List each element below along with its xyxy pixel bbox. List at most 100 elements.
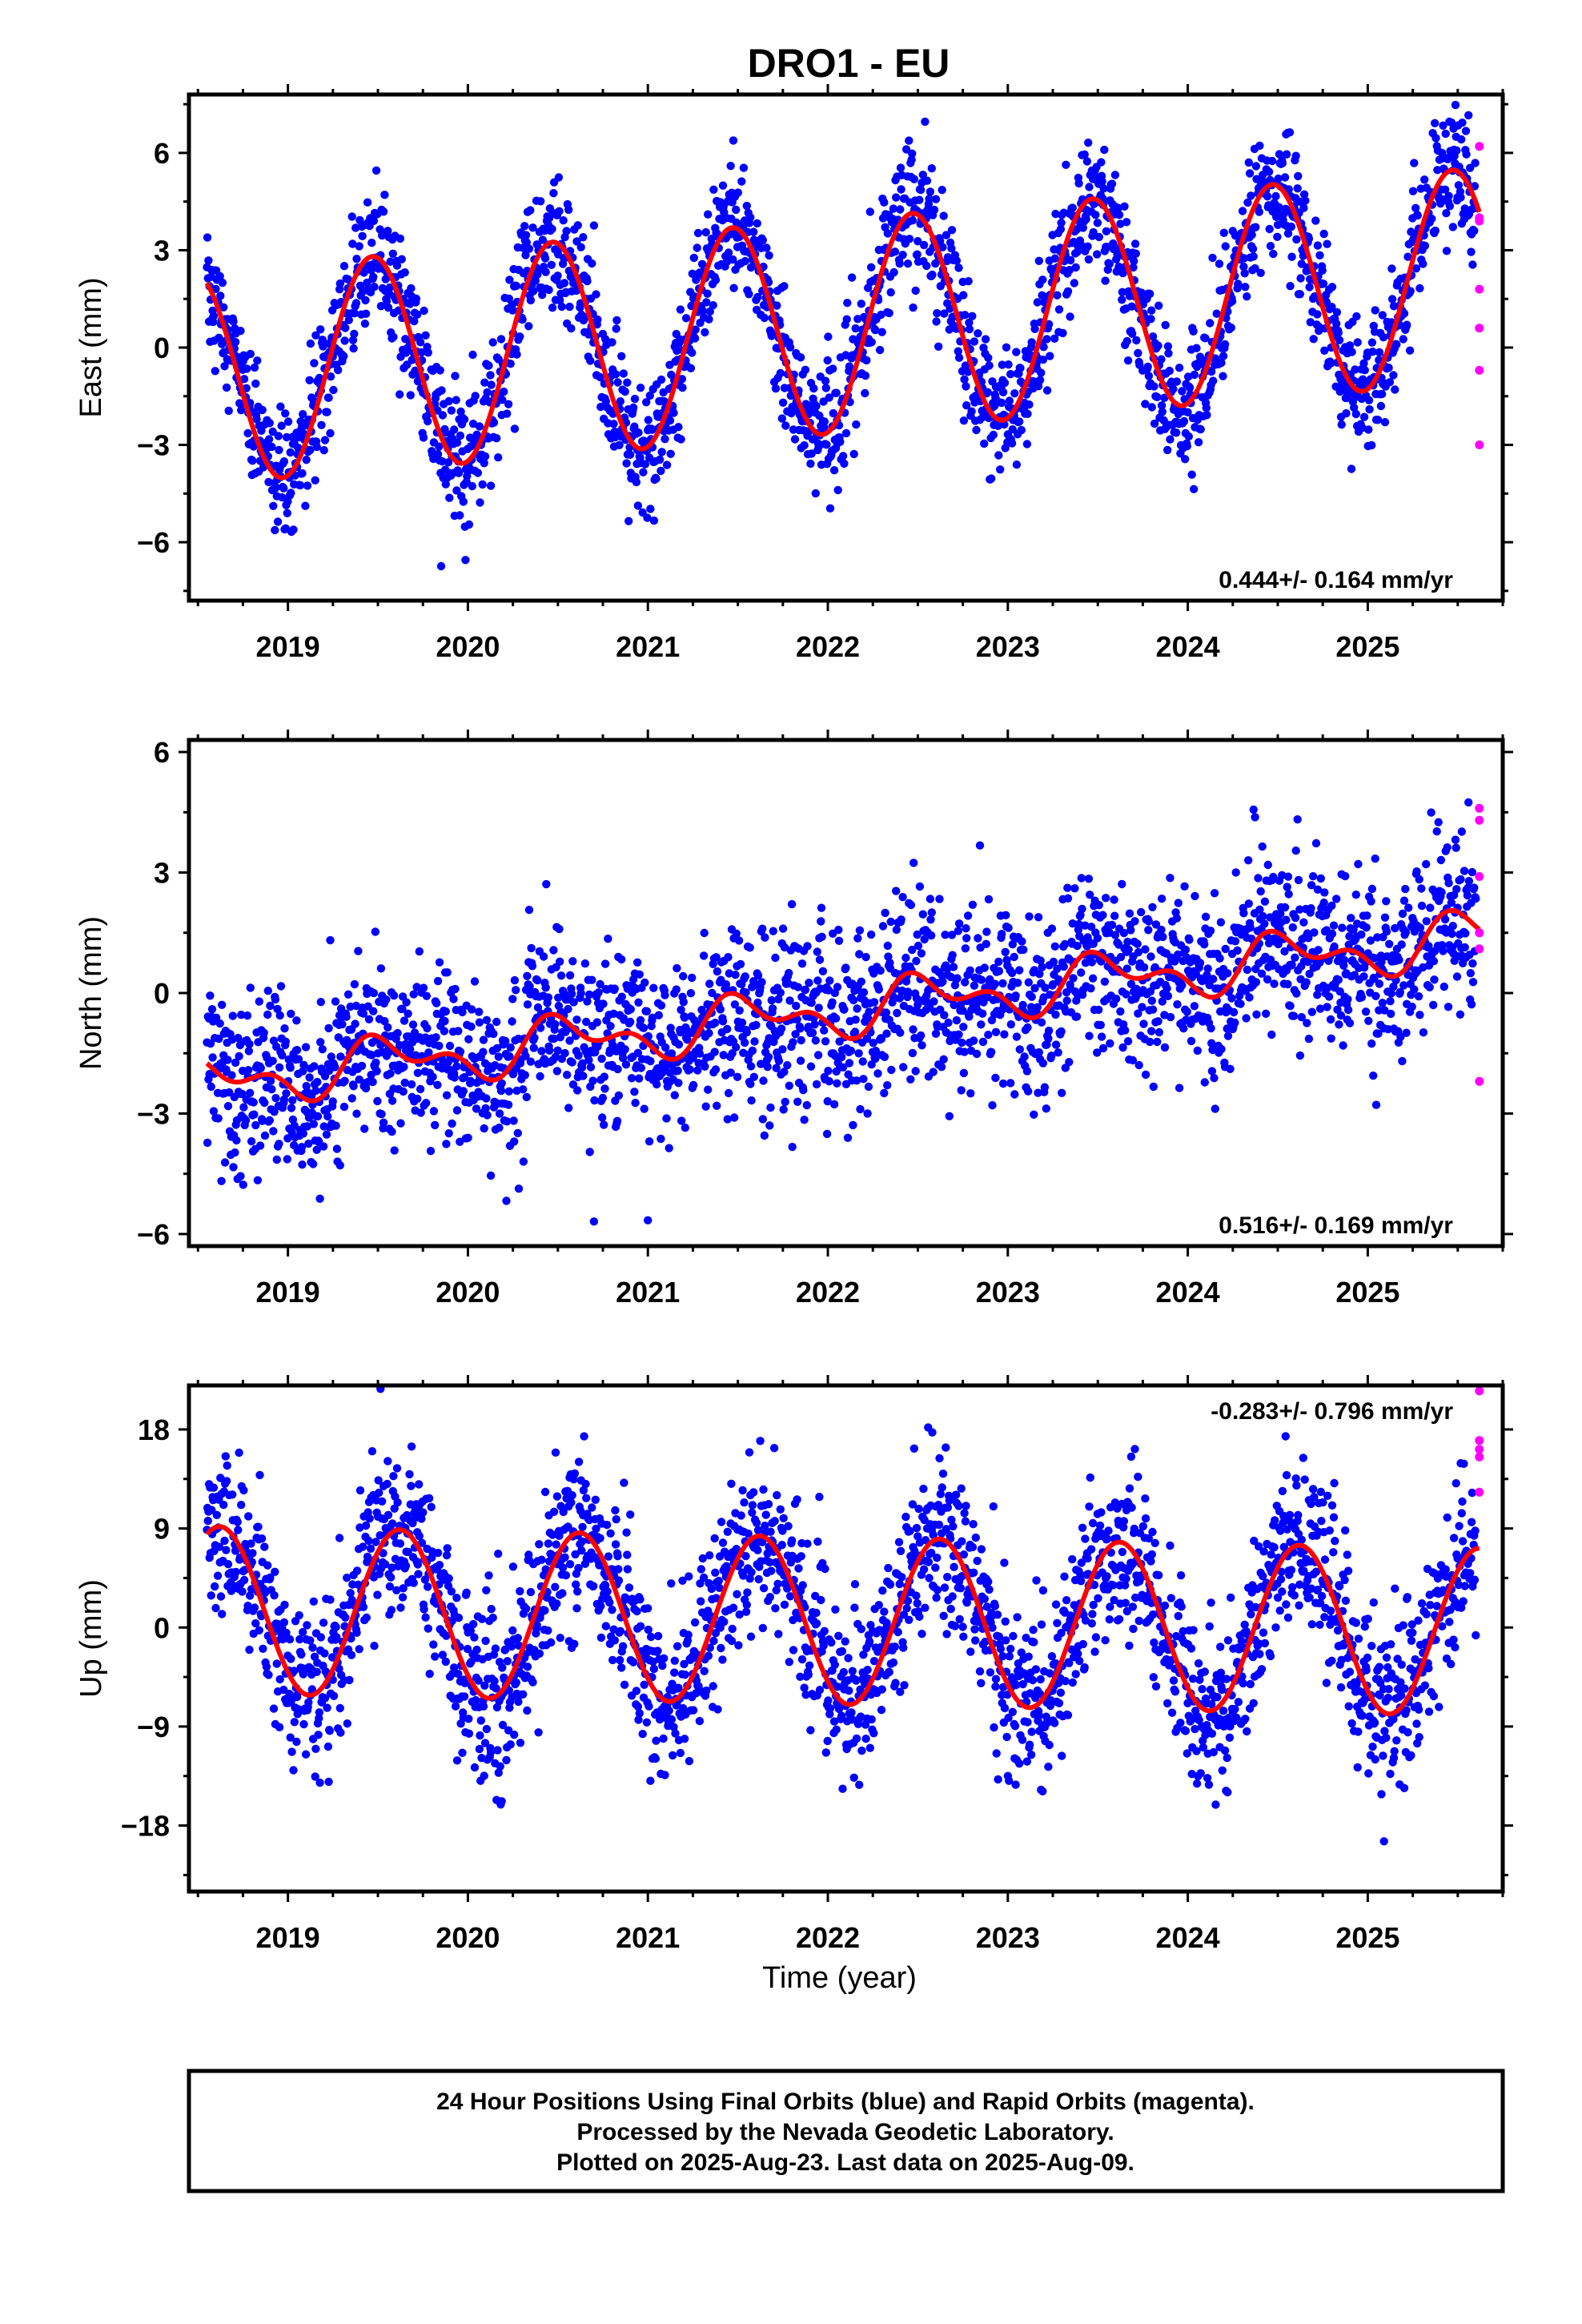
data-point [1462, 150, 1471, 159]
data-point [1295, 1051, 1305, 1060]
data-point [1001, 947, 1010, 957]
data-point [443, 968, 452, 977]
data-point [1044, 1034, 1053, 1043]
data-point [271, 483, 280, 492]
data-point [1427, 808, 1435, 817]
data-point [533, 1003, 543, 1012]
data-point [1033, 1003, 1042, 1012]
data-point [1404, 903, 1413, 912]
data-point [749, 1072, 758, 1082]
data-point [1243, 965, 1252, 975]
data-point [1012, 460, 1022, 469]
data-point [275, 1140, 283, 1148]
data-point [820, 417, 829, 426]
data-point [1294, 875, 1303, 885]
data-point [815, 955, 825, 964]
data-point [1139, 963, 1149, 972]
data-point [1375, 979, 1384, 988]
data-point [1303, 1019, 1311, 1027]
data-point [424, 1048, 433, 1057]
data-point [886, 287, 895, 297]
data-point [530, 1033, 539, 1043]
data-point [326, 935, 335, 945]
data-point [947, 226, 957, 235]
data-point [1382, 927, 1391, 936]
data-point [704, 210, 713, 219]
data-point [998, 979, 1007, 988]
data-point [1271, 212, 1281, 221]
data-point [934, 342, 943, 351]
data-point [1307, 1007, 1317, 1016]
data-point [968, 900, 978, 910]
data-point [339, 262, 349, 271]
data-point [877, 310, 885, 320]
data-point [1323, 239, 1331, 248]
data-point [349, 344, 358, 353]
data-point [938, 186, 946, 195]
data-point [416, 338, 425, 347]
data-point [695, 1049, 705, 1058]
data-point [736, 959, 745, 969]
rapid-point [1475, 216, 1484, 226]
data-point [1148, 332, 1158, 341]
data-point [1209, 975, 1218, 983]
data-point [229, 1163, 238, 1172]
data-point [1251, 263, 1259, 273]
data-point [863, 1109, 872, 1118]
plot-frame [187, 92, 1505, 603]
data-point [239, 1180, 247, 1189]
data-point [1401, 884, 1410, 894]
data-point [1439, 947, 1447, 955]
data-point [1271, 191, 1280, 201]
data-point [938, 977, 947, 987]
data-point [909, 858, 918, 867]
data-point [1291, 953, 1299, 963]
data-point [615, 440, 624, 449]
data-point [939, 211, 948, 220]
data-point [1291, 846, 1300, 855]
data-point [1238, 207, 1247, 215]
data-point [1374, 1029, 1383, 1038]
data-point [825, 504, 835, 513]
data-point [360, 320, 370, 328]
data-point [636, 1015, 645, 1025]
data-point [857, 977, 866, 987]
data-point [889, 204, 898, 213]
data-point [299, 1067, 307, 1076]
data-point [222, 383, 231, 392]
data-point [702, 298, 711, 307]
data-point [231, 1058, 240, 1068]
data-point [633, 501, 643, 510]
model-curve [204, 167, 1482, 480]
data-point [1085, 1031, 1094, 1040]
data-point [781, 1097, 789, 1107]
data-point [1211, 1104, 1220, 1113]
data-point [519, 1157, 528, 1166]
data-point [719, 1051, 728, 1059]
data-point [1053, 964, 1062, 973]
data-point [236, 1172, 245, 1180]
data-point [468, 1005, 476, 1014]
data-point [1080, 150, 1089, 159]
data-point [1448, 922, 1458, 931]
data-point [644, 1031, 652, 1041]
east-panel: 2019 2020 2021 2022 2023 2024 2025−6−3036East … [74, 84, 1513, 663]
data-point [428, 1072, 437, 1081]
data-point [874, 985, 884, 994]
data-point [367, 239, 376, 247]
data-point [280, 1024, 289, 1033]
rapid-point [1475, 324, 1484, 333]
data-point [407, 283, 416, 293]
data-point [1087, 958, 1097, 967]
data-point [859, 1075, 868, 1084]
data-point [803, 942, 812, 951]
data-point [335, 279, 344, 288]
data-point [1227, 297, 1237, 306]
data-point [459, 497, 468, 506]
data-point [918, 910, 928, 919]
data-point [1343, 1005, 1353, 1015]
data-point [302, 456, 311, 464]
data-point [1134, 1060, 1143, 1070]
data-point [1439, 121, 1447, 130]
data-point [1295, 290, 1305, 299]
